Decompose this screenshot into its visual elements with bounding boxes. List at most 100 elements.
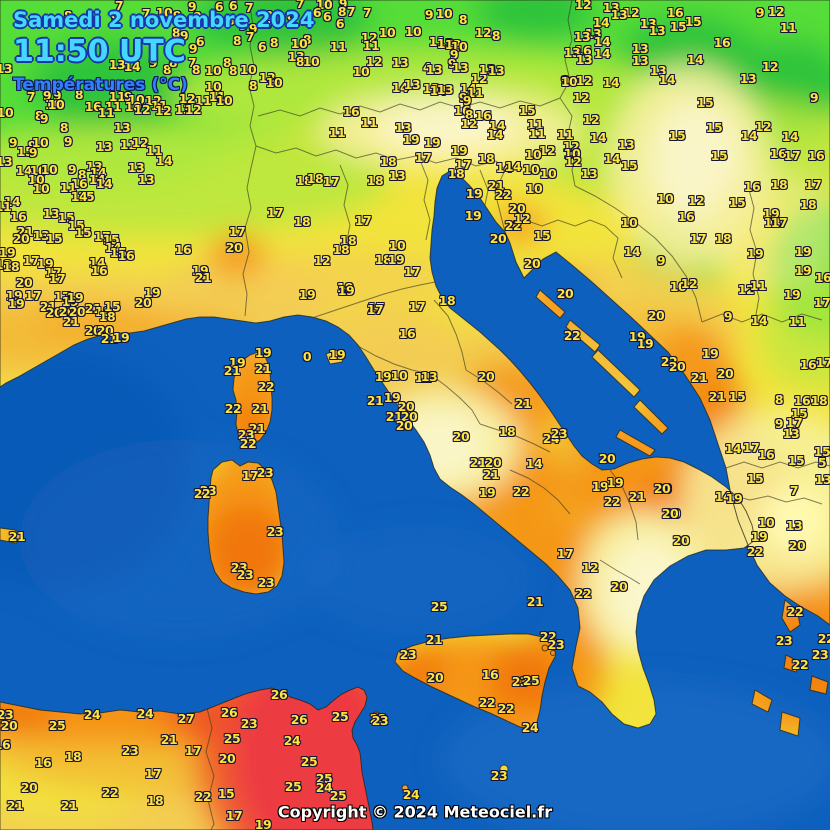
temp-label: 8 bbox=[774, 391, 784, 407]
temp-label: 10 bbox=[390, 367, 408, 383]
temp-label: 8 bbox=[162, 61, 172, 77]
temp-label: 15 bbox=[787, 452, 805, 468]
temp-label: 22 bbox=[603, 493, 621, 509]
temp-label: 19 bbox=[783, 286, 801, 302]
temp-label: 21 bbox=[194, 269, 212, 285]
temp-label: 15 bbox=[533, 227, 551, 243]
temp-label: 19 bbox=[591, 478, 609, 494]
date-label: Samedi 2 novembre 2024 bbox=[13, 8, 315, 32]
temp-label: 10 bbox=[450, 38, 468, 54]
temp-label: 21 bbox=[366, 392, 384, 408]
temp-label: 19 bbox=[383, 389, 401, 405]
temp-label: 9 bbox=[148, 54, 158, 70]
temp-label: 9 bbox=[226, 12, 236, 28]
temp-label: 13 bbox=[391, 54, 409, 70]
temp-label: 12 bbox=[131, 134, 149, 150]
temp-label: 16 bbox=[807, 147, 825, 163]
temp-label: 9 bbox=[52, 87, 62, 103]
temp-label: 15 bbox=[67, 217, 85, 233]
temp-label: 9 bbox=[458, 89, 468, 105]
temp-label: 10 bbox=[656, 190, 674, 206]
temp-label: 19 bbox=[478, 484, 496, 500]
temp-label: 16 bbox=[90, 262, 108, 278]
temp-label: 14 bbox=[89, 164, 107, 180]
temp-label: 22 bbox=[239, 435, 257, 451]
temp-label: 15 bbox=[103, 298, 121, 314]
temp-label: 14 bbox=[155, 152, 173, 168]
temp-label: 17 bbox=[408, 298, 426, 314]
temp-label: 19 bbox=[423, 134, 441, 150]
temp-label: 18 bbox=[339, 232, 357, 248]
temp-label: 21 bbox=[628, 488, 646, 504]
temp-label: 26 bbox=[270, 686, 288, 702]
temp-label: 9 bbox=[338, 0, 348, 11]
temp-label: 25 bbox=[329, 787, 347, 803]
temp-label: 17 bbox=[785, 414, 803, 430]
temp-label: 12 bbox=[562, 138, 580, 154]
temp-label: 23 bbox=[371, 712, 389, 728]
temp-label: 9 bbox=[462, 92, 472, 108]
temp-label: 19 bbox=[750, 528, 768, 544]
temp-label: 20 bbox=[653, 480, 671, 496]
temp-label: 9 bbox=[723, 308, 733, 324]
temp-label: 19 bbox=[701, 345, 719, 361]
temp-label: 20 bbox=[218, 750, 236, 766]
temp-label: 9 bbox=[42, 87, 52, 103]
temp-label: 12 bbox=[622, 4, 640, 20]
temp-label: 14 bbox=[95, 175, 113, 191]
temp-label: 18 bbox=[379, 153, 397, 169]
temp-label: 15 bbox=[518, 102, 536, 118]
temp-label: 19 bbox=[143, 284, 161, 300]
temp-label: 17 bbox=[367, 299, 385, 315]
temp-label: 11 bbox=[194, 92, 212, 108]
temp-label: 9 bbox=[67, 161, 77, 177]
temp-label: 19 bbox=[628, 328, 646, 344]
temp-label: 16 bbox=[814, 269, 830, 285]
temp-label: 9 bbox=[188, 40, 198, 56]
temp-label: 10 bbox=[32, 180, 50, 196]
temp-label: 17 bbox=[266, 204, 284, 220]
temp-label: 10 bbox=[0, 104, 14, 120]
temp-label: 16 bbox=[70, 175, 88, 191]
temp-label: 14 bbox=[488, 117, 506, 133]
temp-label: 11 bbox=[97, 104, 115, 120]
temp-label: 15 bbox=[620, 157, 638, 173]
temp-label: 6 bbox=[195, 33, 205, 49]
temp-label: 16 bbox=[481, 666, 499, 682]
temp-label: 22 bbox=[494, 186, 512, 202]
temp-label: 20 bbox=[508, 200, 526, 216]
temp-label: 9 bbox=[110, 9, 120, 25]
temp-label: 12 bbox=[360, 29, 378, 45]
temp-label: 14 bbox=[88, 254, 106, 270]
temp-label: 23 bbox=[240, 715, 258, 731]
temp-label: 20 bbox=[647, 307, 665, 323]
temp-label: 11 bbox=[414, 369, 432, 385]
temp-label: 10 bbox=[44, 96, 62, 112]
temp-label: 12 bbox=[470, 70, 488, 86]
temp-label: 18 bbox=[306, 170, 324, 186]
temp-label: 15 bbox=[77, 188, 95, 204]
temp-label: 16 bbox=[398, 325, 416, 341]
temp-label: 17 bbox=[556, 545, 574, 561]
temp-label: 13 bbox=[451, 59, 469, 75]
temp-label: 19 bbox=[0, 244, 16, 260]
temp-label: 11 bbox=[145, 142, 163, 158]
temp-label: 19 bbox=[636, 335, 654, 351]
temp-label: 15 bbox=[746, 470, 764, 486]
temp-label: 13 bbox=[436, 81, 454, 97]
temp-label: 10 bbox=[539, 165, 557, 181]
temp-label: 16 bbox=[769, 145, 787, 161]
temp-label: 14 bbox=[391, 79, 409, 95]
temp-label: 18 bbox=[94, 303, 112, 319]
temp-label: 5 bbox=[817, 454, 827, 470]
temp-label: 18 bbox=[293, 213, 311, 229]
temp-label: 7 bbox=[789, 482, 799, 498]
temp-label: 15 bbox=[790, 405, 808, 421]
temp-label: 7 bbox=[141, 5, 151, 21]
temp-label: 16 bbox=[342, 103, 360, 119]
temp-label: 13 bbox=[584, 25, 602, 41]
temp-label: 8 bbox=[192, 8, 202, 24]
temp-label: 23 bbox=[256, 464, 274, 480]
temp-label: 23 bbox=[0, 706, 14, 722]
